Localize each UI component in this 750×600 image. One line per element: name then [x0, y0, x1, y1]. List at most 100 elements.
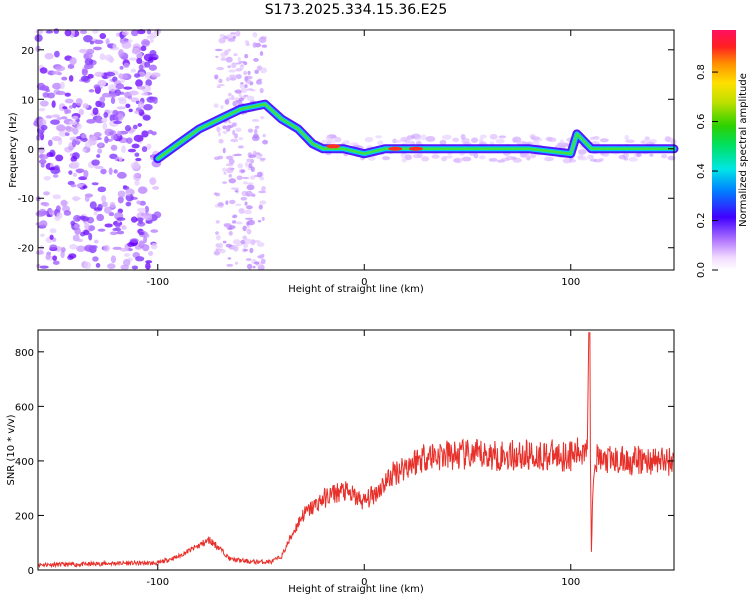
spectrogram-cell — [99, 96, 106, 103]
spectrogram-cell — [68, 253, 77, 259]
spectrogram-cell — [246, 205, 253, 210]
spectrogram-cell — [238, 93, 242, 97]
y-tick-label: 600 — [15, 402, 34, 413]
colorbar-gradient — [712, 30, 736, 270]
ridge-hotspot — [326, 144, 341, 149]
spectrogram-cell — [48, 209, 55, 216]
spectrogram-cell — [488, 157, 498, 162]
spectrogram-cell — [105, 38, 110, 45]
spectrogram-x-label: Height of straight line (km) — [288, 284, 424, 295]
spectrogram-cell — [512, 138, 518, 143]
spectrogram-cell — [79, 215, 86, 220]
spectrogram-cell — [117, 190, 126, 198]
spectrogram-cell — [453, 157, 463, 164]
spectrogram-cell — [116, 106, 126, 110]
spectrogram-cell — [134, 152, 140, 157]
spectrogram-cell — [55, 90, 66, 96]
spectrogram-cell — [101, 92, 111, 98]
spectrogram-cell — [445, 155, 453, 159]
spectrogram-cell — [404, 154, 412, 161]
spectrogram-cell — [38, 107, 46, 112]
spectrogram-cell — [248, 162, 253, 169]
spectrogram-cell — [40, 124, 48, 131]
spectrogram-cell — [350, 142, 359, 146]
spectrogram-cell — [148, 251, 154, 256]
spectrogram-cell — [93, 84, 101, 90]
spectrogram-cell — [100, 81, 106, 87]
spectrogram-cell — [138, 231, 145, 236]
spectrogram-cell — [244, 53, 249, 59]
x-tick-label: 0 — [361, 277, 367, 288]
spectrogram-cell — [262, 133, 266, 138]
spectrogram-cell — [144, 205, 149, 214]
spectrogram-cell — [226, 34, 233, 38]
snr-x-ticks: -100 0 100 — [146, 330, 580, 588]
spectrogram-cell — [240, 87, 248, 94]
spectrogram-cell — [92, 107, 99, 115]
spectrogram-cell — [51, 100, 56, 108]
spectrogram-cell — [236, 175, 243, 181]
spectrogram-cell — [244, 238, 252, 245]
spectrogram-cell — [129, 238, 139, 243]
colorbar-tick-label: 0.0 — [696, 262, 707, 278]
spectrogram-cell — [479, 137, 484, 143]
spectrogram-cell — [122, 185, 128, 189]
spectrogram-cell — [231, 220, 237, 224]
spectrogram-cell — [45, 30, 54, 34]
spectrogram-cell — [250, 175, 256, 180]
spectrogram-cell — [73, 214, 82, 222]
spectrogram-cell — [141, 244, 150, 252]
spectrogram-cell — [222, 181, 227, 184]
spectrogram-cell — [39, 67, 48, 74]
spectrogram-cell — [243, 243, 249, 249]
spectrogram-cell — [95, 262, 101, 268]
colorbar-tick-label: 0.6 — [696, 114, 707, 130]
spectrogram-cell — [235, 30, 241, 37]
spectrogram-cell — [260, 67, 267, 74]
spectrogram-cell — [99, 53, 106, 61]
spectrogram-cell — [215, 220, 220, 224]
spectrogram-cell — [60, 250, 65, 259]
spectrogram-cell — [109, 231, 118, 236]
spectrogram-cell — [62, 106, 68, 110]
spectrogram-cell — [131, 265, 139, 270]
spectrogram-cell — [73, 223, 81, 229]
spectrogram-cell — [132, 124, 138, 130]
spectrogram-cell — [498, 135, 507, 139]
spectrogram-cell — [82, 185, 88, 189]
spectrogram-cell — [50, 119, 60, 125]
spectrogram-cell — [96, 115, 102, 123]
spectrogram-cell — [94, 71, 104, 77]
spectrogram-cell — [108, 84, 118, 92]
spectrogram-cell — [217, 127, 221, 132]
spectrogram-cell — [94, 165, 104, 170]
spectrogram-cell — [98, 142, 103, 148]
spectrogram-cell — [141, 146, 148, 153]
spectrogram-cell — [91, 159, 100, 166]
spectrogram-cell — [255, 125, 260, 129]
spectrogram-cell — [343, 140, 351, 145]
spectrogram-cell — [45, 88, 51, 93]
spectrogram-cell — [103, 244, 110, 252]
spectrogram-cell — [512, 157, 523, 163]
spectrogram-cell — [576, 155, 587, 159]
spectrogram-cell — [232, 214, 238, 219]
spectrogram-cell — [245, 190, 253, 197]
spectrogram-cell — [246, 88, 254, 91]
spectrogram-cell — [577, 149, 587, 155]
spectrogram-cell — [245, 161, 249, 168]
spectrogram-cell — [70, 156, 77, 163]
spectrogram-cell — [128, 108, 133, 113]
spectrogram-cell — [64, 29, 72, 37]
spectrogram-cell — [224, 98, 230, 105]
spectrogram-cell — [34, 34, 43, 42]
spectrogram-cell — [131, 29, 139, 37]
y-tick-label: -10 — [18, 194, 34, 205]
spectrogram-cell — [227, 65, 232, 69]
spectrogram-cell — [43, 191, 50, 196]
spectrogram-cell — [145, 233, 150, 238]
spectrogram-cell — [137, 186, 148, 194]
spectrogram-cell — [147, 129, 153, 135]
spectrogram-cell — [226, 263, 234, 267]
spectrogram-cell — [592, 135, 600, 140]
